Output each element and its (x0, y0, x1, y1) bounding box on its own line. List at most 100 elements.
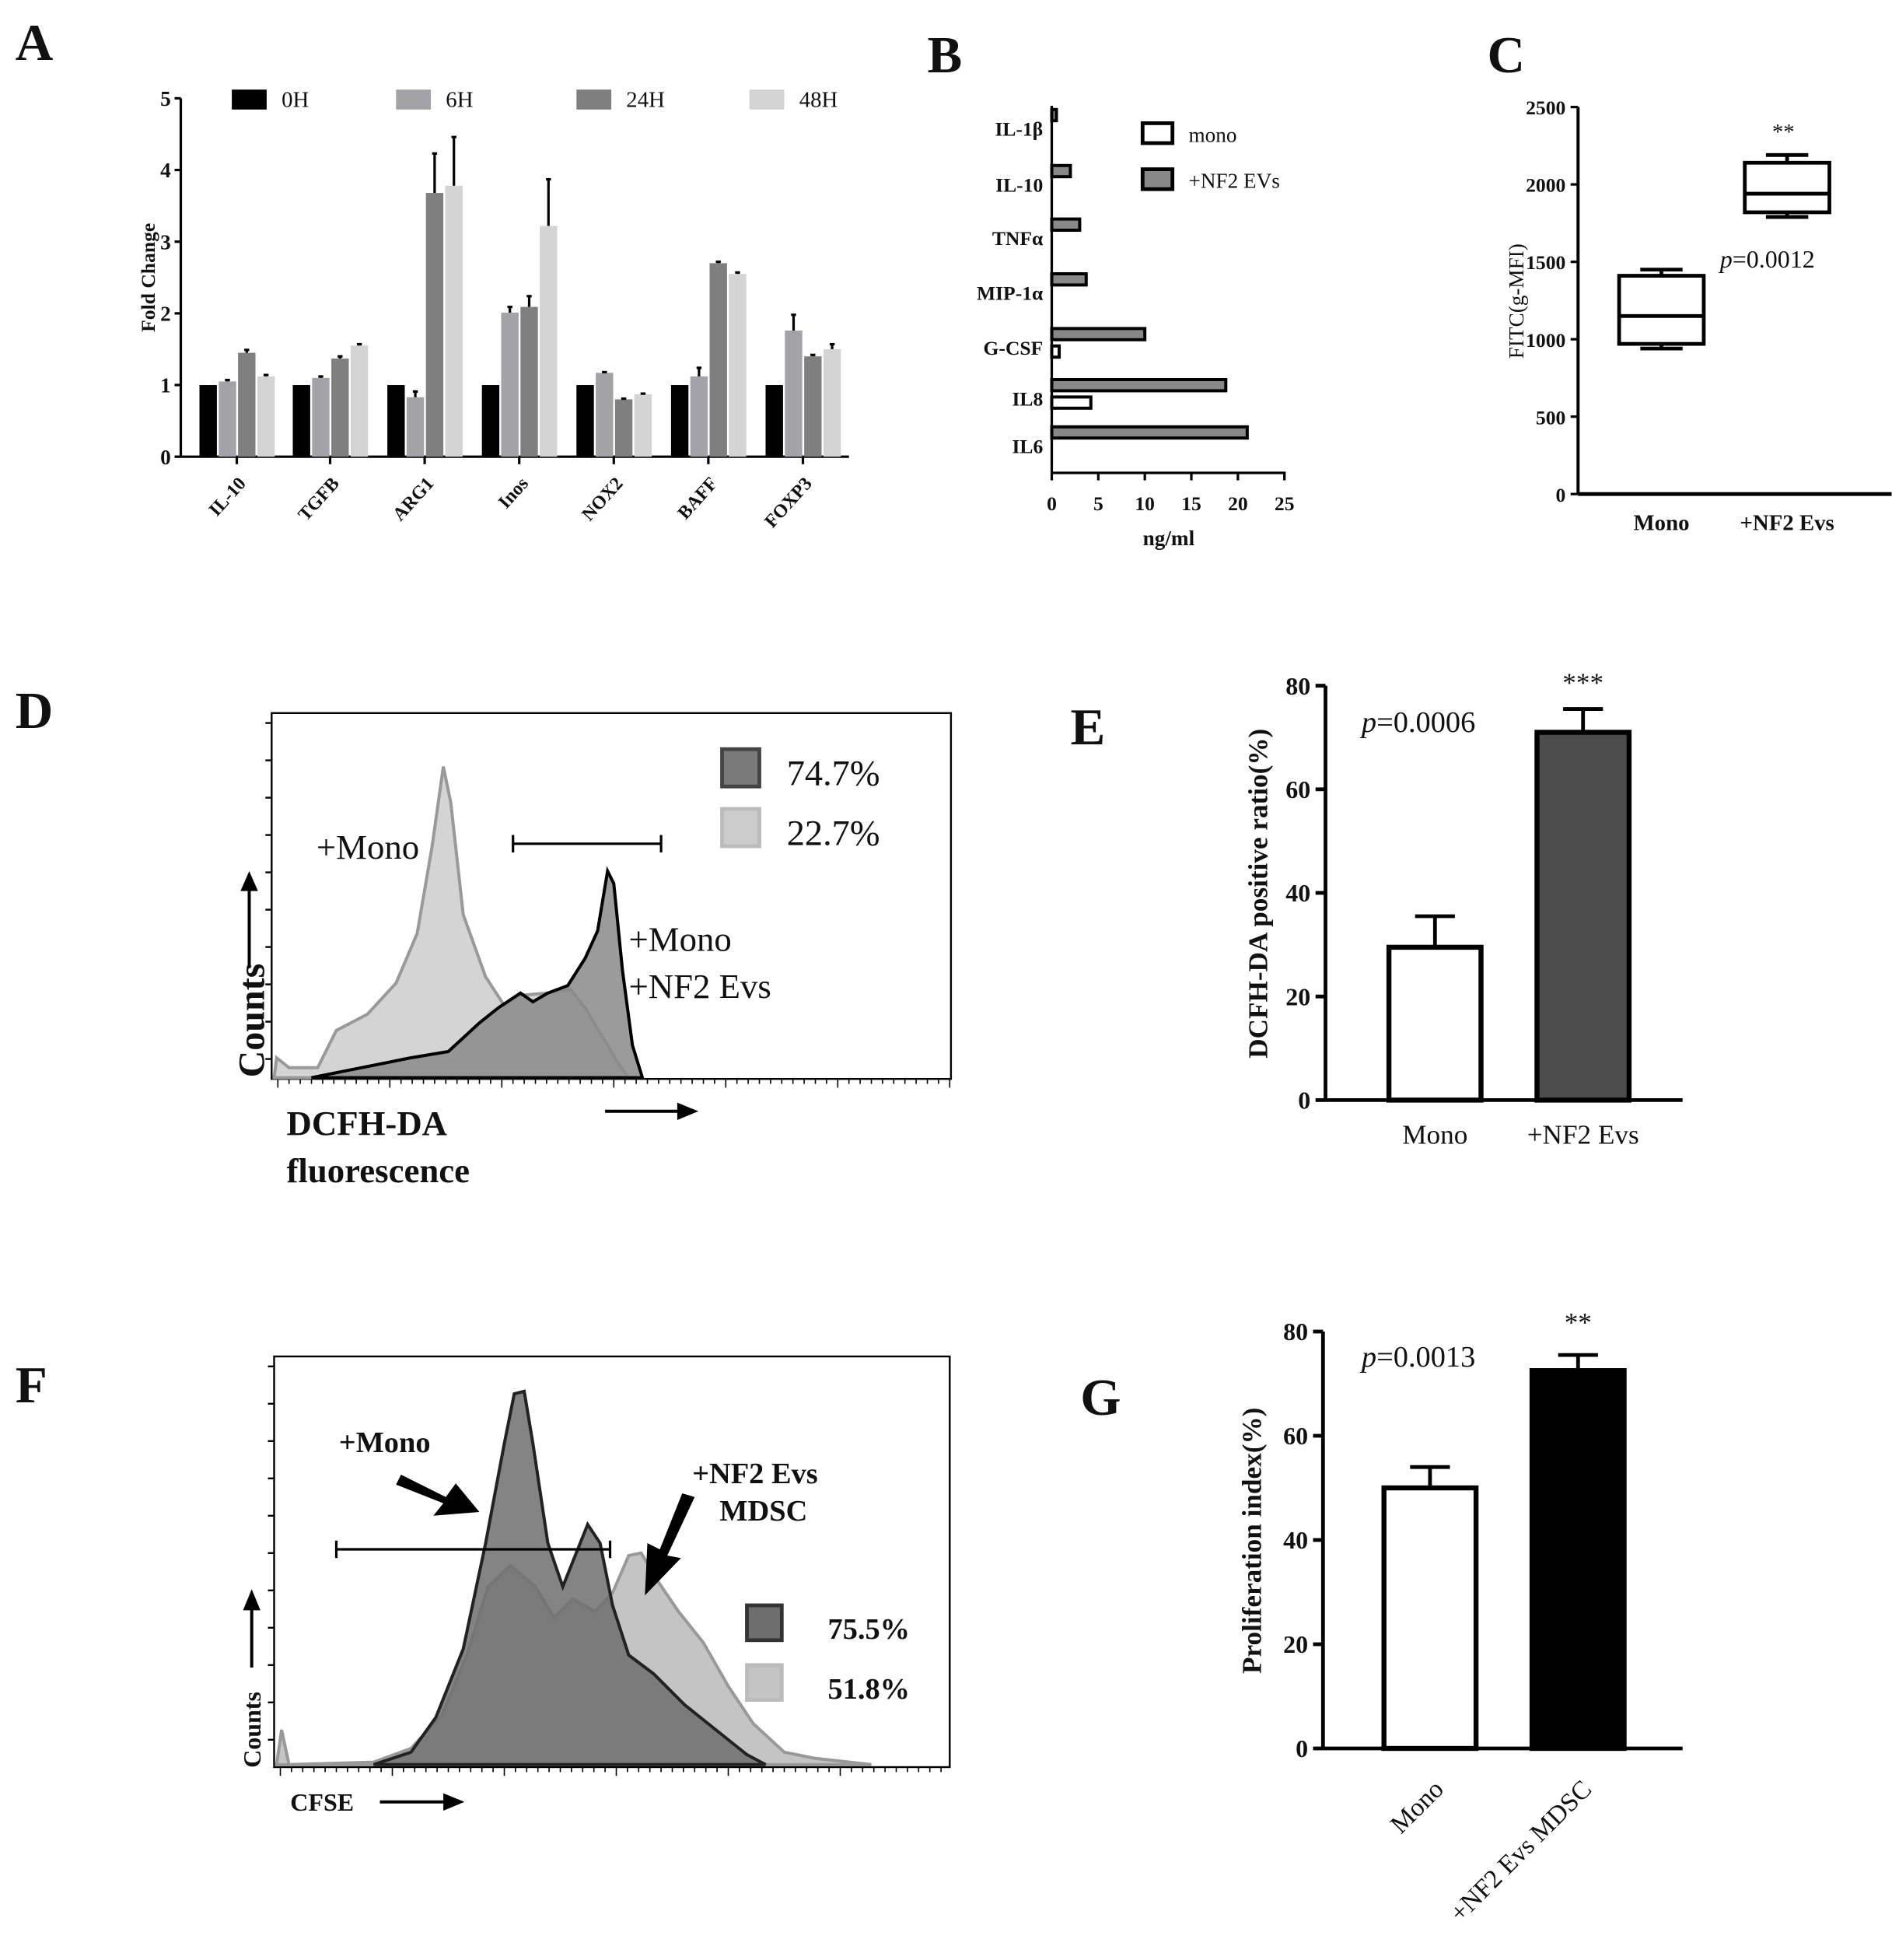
y-tick-label: IL-1β (995, 117, 1043, 140)
y-tick-label: TNFα (992, 227, 1044, 250)
y-axis-title: Proliferation index(%) (1236, 1408, 1267, 1674)
x-tick-label: NOX2 (579, 474, 628, 525)
legend-swatch (396, 89, 432, 110)
label-nf2-line1: +Mono (629, 919, 732, 958)
panel-label-g: G (1080, 1368, 1121, 1426)
p-value: p=0.0012 (1719, 245, 1815, 273)
bar-nf2-evs (1050, 272, 1088, 287)
x-tick-label: 0 (1047, 492, 1057, 515)
panel-label-f: F (16, 1356, 47, 1414)
y-tick-label: 80 (1283, 1318, 1308, 1346)
bar-48H (350, 345, 369, 457)
y-tick-label: 60 (1283, 1422, 1308, 1450)
y-tick-label: IL6 (1012, 435, 1043, 457)
y-tick-label: IL8 (1012, 388, 1043, 411)
x-tick-label: Mono (1385, 1775, 1450, 1839)
y-tick-label: 0 (1556, 484, 1566, 506)
legend-swatch (1140, 121, 1175, 145)
bar (1534, 730, 1632, 1103)
x-tick-label: 25 (1275, 492, 1295, 515)
label-nf2-line1: +NF2 Evs (692, 1458, 818, 1490)
legend-value: 51.8% (828, 1673, 911, 1706)
bar-24H (520, 306, 538, 457)
y-axis-title: Counts (238, 1692, 266, 1768)
y-tick-label: 1 (160, 374, 171, 397)
x-tick-label: 5 (1093, 492, 1103, 515)
y-tick-label: 40 (1283, 1526, 1308, 1554)
y-tick-label: 20 (1285, 982, 1310, 1010)
bar-0H (199, 385, 217, 457)
legend-value: 22.7% (787, 814, 880, 853)
p-label: p (1359, 706, 1376, 739)
legend-value: 75.5% (828, 1613, 911, 1646)
y-tick-label: MIP-1α (977, 282, 1044, 305)
panel-label-c: C (1488, 26, 1526, 84)
bar (1386, 944, 1484, 1103)
bar-48H (540, 226, 558, 457)
bar-nf2-evs (1050, 425, 1249, 440)
y-tick-label: G-CSF (984, 337, 1044, 359)
bar-0H (670, 385, 689, 457)
p-number: =0.0006 (1376, 706, 1475, 739)
arrow-up-icon (243, 1589, 261, 1611)
bar-0H (387, 385, 405, 457)
legend-label: 0H (282, 88, 309, 113)
label-nf2-line2: +NF2 Evs (629, 967, 771, 1006)
bar-0H (576, 385, 594, 457)
y-tick-label: 5 (160, 87, 171, 110)
bar-nf2-evs (1050, 163, 1072, 179)
p-label: p (1719, 245, 1733, 273)
bar-24H (331, 358, 349, 457)
y-tick-label: 80 (1285, 672, 1310, 700)
panel-label-b: B (928, 26, 963, 84)
x-tick-label: FOXP3 (761, 474, 817, 532)
y-tick-label: IL-10 (995, 173, 1043, 196)
y-axis-title: DCFH-DA positive ratio(%) (1243, 729, 1273, 1059)
bar-48H (729, 274, 747, 457)
bar-0H (481, 385, 500, 457)
y-tick-label: 500 (1536, 406, 1565, 429)
plots: 0 1 2 3 4 5 Fold Change IL-10 TGFB ARG1 Inos NOX2 BA… (137, 87, 1892, 1928)
x-tick-label: +NF2 Evs MDSC (1445, 1775, 1598, 1928)
bar-nf2-evs (1050, 378, 1228, 393)
legend-label: mono (1189, 123, 1237, 146)
p-number: =0.0013 (1376, 1341, 1475, 1374)
legend-label: 48H (799, 88, 838, 113)
bar-6H (596, 373, 614, 457)
label-mono: +Mono (339, 1426, 431, 1459)
bar-6H (312, 377, 330, 457)
significance-stars: *** (1562, 668, 1603, 698)
label-mono: +Mono (316, 828, 419, 866)
bar-48H (823, 348, 841, 457)
x-tick-label: 15 (1181, 492, 1201, 515)
legend-swatch (749, 89, 785, 110)
arrow-right-icon (677, 1102, 699, 1120)
box (1617, 274, 1706, 346)
bar-nf2-evs (1050, 327, 1147, 341)
y-tick-label: 0 (1296, 1734, 1308, 1762)
y-tick-label: 4 (160, 159, 171, 182)
y-tick-label: 20 (1283, 1630, 1308, 1658)
histogram-nf2-evs (311, 866, 645, 1080)
legend-label: +NF2 EVs (1189, 170, 1280, 193)
y-tick-label: 60 (1285, 775, 1310, 803)
legend-value: 74.7% (787, 754, 880, 794)
y-tick-label: 3 (160, 230, 171, 254)
bar (1529, 1368, 1627, 1752)
bar-6H (501, 312, 519, 457)
legend-swatch (745, 1603, 784, 1643)
arrow-icon (396, 1475, 480, 1516)
panel-label-e: E (1071, 698, 1106, 756)
bar-24H (425, 193, 444, 457)
y-axis-title: Fold Change (137, 223, 159, 332)
x-tick-label: +NF2 Evs (1740, 511, 1834, 536)
p-value: p=0.0013 (1359, 1341, 1475, 1374)
y-tick-label: 2500 (1526, 96, 1565, 119)
x-tick-label: Inos (495, 474, 533, 513)
bar-6H (219, 381, 236, 457)
bar-0H (765, 385, 783, 457)
bar-24H (614, 399, 633, 457)
bar-48H (257, 376, 275, 457)
bar-nf2-evs (1050, 217, 1082, 232)
bar (1381, 1485, 1479, 1752)
